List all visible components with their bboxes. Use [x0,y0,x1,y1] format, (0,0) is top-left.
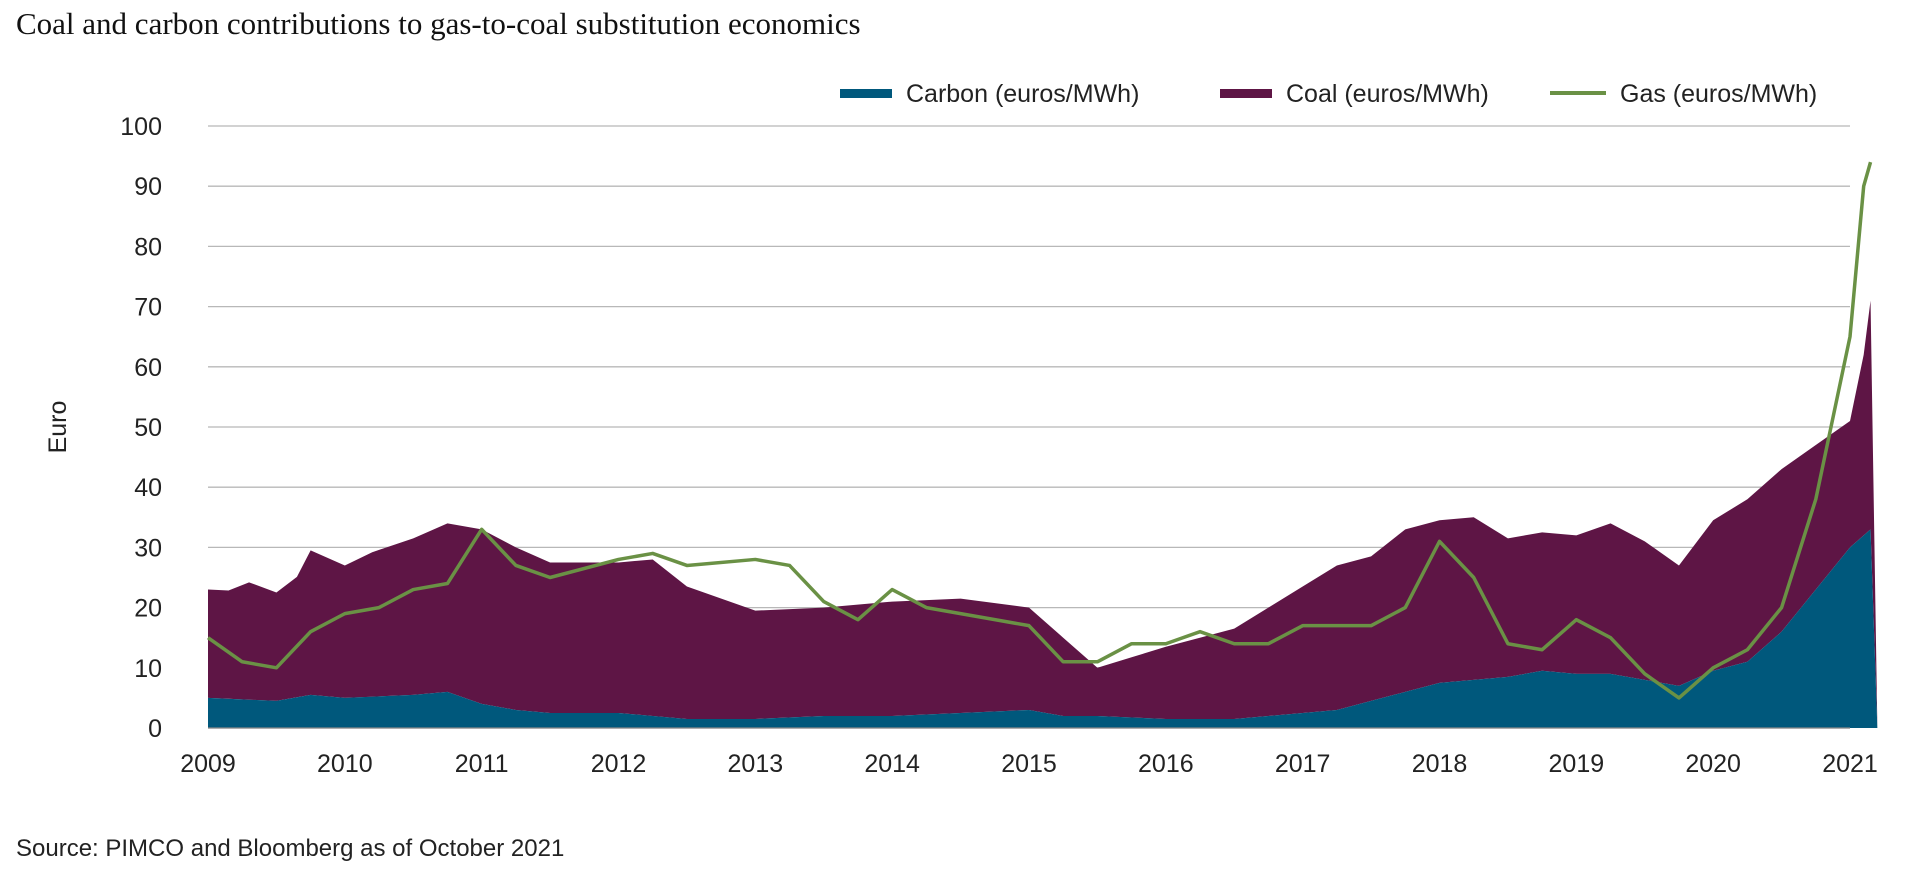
y-tick-label: 0 [148,715,162,743]
legend-swatch-coal [1220,89,1272,98]
x-tick-label: 2015 [1001,750,1057,778]
coal-area [208,300,1878,728]
x-tick-label: 2009 [180,750,236,778]
plot-lines [206,161,1873,700]
y-tick-label: 50 [134,414,162,442]
x-tick-label: 2019 [1549,750,1605,778]
plot-areas [208,300,1878,728]
y-tick-label: 100 [120,113,162,141]
carbon-area [208,529,1878,728]
x-tick-label: 2011 [455,750,509,778]
y-tick-label: 20 [134,595,162,623]
source-note: Source: PIMCO and Bloomberg as of Octobe… [16,835,565,862]
y-axis-title: Euro [44,401,72,454]
legend-label-carbon: Carbon (euros/MWh) [906,80,1139,108]
y-tick-label: 90 [134,173,162,201]
y-tick-label: 40 [134,474,162,502]
legend-label-coal: Coal (euros/MWh) [1286,80,1489,108]
y-tick-label: 80 [134,233,162,261]
x-tick-label: 2016 [1138,750,1194,778]
x-tick-label: 2018 [1412,750,1468,778]
y-tick-label: 30 [134,534,162,562]
axes: 0 10 20 30 40 50 60 70 80 90 100 2009 2010 2011 2012 20… [44,113,1878,778]
y-tick-label: 10 [134,655,162,683]
legend: Carbon (euros/MWh) Coal (euros/MWh) Gas (e… [840,80,1817,108]
x-tick-label: 2020 [1685,750,1741,778]
gas-line [206,161,1873,700]
y-tick-label: 70 [134,294,162,322]
legend-swatch-carbon [840,89,892,98]
y-tick-label: 60 [134,354,162,382]
x-tick-label: 2012 [591,750,647,778]
legend-label-gas: Gas (euros/MWh) [1620,80,1817,108]
x-tick-label: 2021 [1822,750,1878,778]
x-tick-label: 2010 [317,750,373,778]
x-tick-label: 2017 [1275,750,1331,778]
x-tick-label: 2013 [728,750,784,778]
chart-title: Coal and carbon contributions to gas-to-… [16,6,861,41]
x-tick-label: 2014 [864,750,920,778]
